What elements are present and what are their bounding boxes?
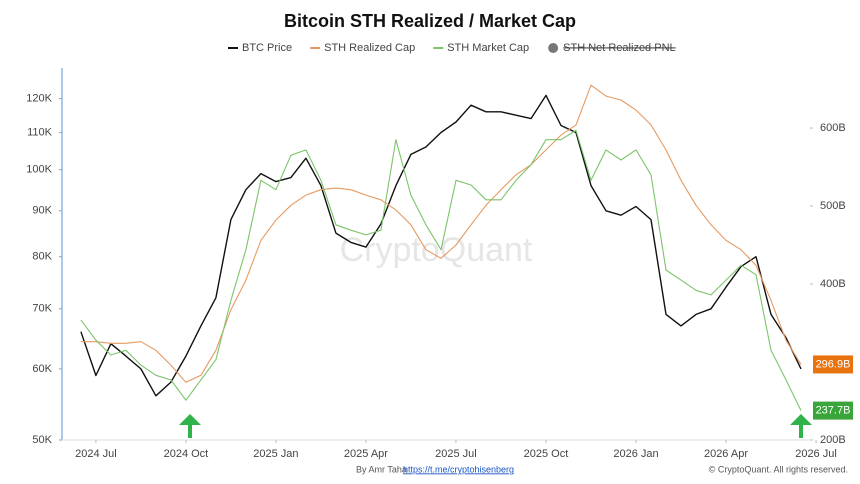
legend-label[interactable]: BTC Price <box>242 42 292 54</box>
legend-label[interactable]: STH Realized Cap <box>324 42 415 54</box>
y-tick-label: 110K <box>27 126 53 138</box>
copyright: © CryptoQuant. All rights reserved. <box>709 464 848 474</box>
arrow-up <box>179 414 201 438</box>
y-tick-label: 100K <box>26 164 52 176</box>
x-tick-label: 2025 Jan <box>253 448 298 460</box>
legend-label[interactable]: STH Market Cap <box>447 42 529 54</box>
credit: By Amr Taha <box>356 464 407 474</box>
y-tick-label: 70K <box>32 303 52 315</box>
y2-tick-label: 600B <box>820 122 846 134</box>
end-label: 237.7B <box>816 405 851 417</box>
end-label-box <box>813 355 853 374</box>
end-label-box <box>813 401 853 420</box>
y-tick-label: 60K <box>32 363 52 375</box>
credit-link[interactable]: https://t.me/cryptohisenberg <box>403 464 514 474</box>
chart-title: Bitcoin STH Realized / Market Cap <box>284 11 576 31</box>
arrow-up <box>790 414 812 438</box>
y2-tick-label: 400B <box>820 278 846 290</box>
end-label: 296.9B <box>816 358 851 370</box>
x-tick-label: 2024 Oct <box>164 448 209 460</box>
y-tick-label: 120K <box>26 93 52 105</box>
y2-tick-label: 200B <box>820 434 846 446</box>
plot-area <box>80 84 802 411</box>
x-tick-label: 2025 Oct <box>524 448 569 460</box>
series-line <box>80 84 802 383</box>
legend-marker <box>548 43 559 53</box>
x-tick-label: 2026 Jul <box>795 448 837 460</box>
y-tick-label: 90K <box>32 205 52 217</box>
x-tick-label: 2026 Jan <box>613 448 658 460</box>
x-tick-label: 2026 Apr <box>704 448 748 460</box>
watermark: CryptoQuant <box>340 231 533 269</box>
x-tick-label: 2024 Jul <box>75 448 117 460</box>
legend-label[interactable]: STH Net Realized PNL <box>563 42 676 54</box>
y2-tick-label: 500B <box>820 200 846 212</box>
x-tick-label: 2025 Jul <box>435 448 477 460</box>
x-tick-label: 2025 Apr <box>344 448 388 460</box>
series-line <box>80 94 802 397</box>
y-tick-label: 80K <box>32 251 52 263</box>
y-tick-label: 50K <box>32 434 52 446</box>
series-line <box>80 129 802 411</box>
